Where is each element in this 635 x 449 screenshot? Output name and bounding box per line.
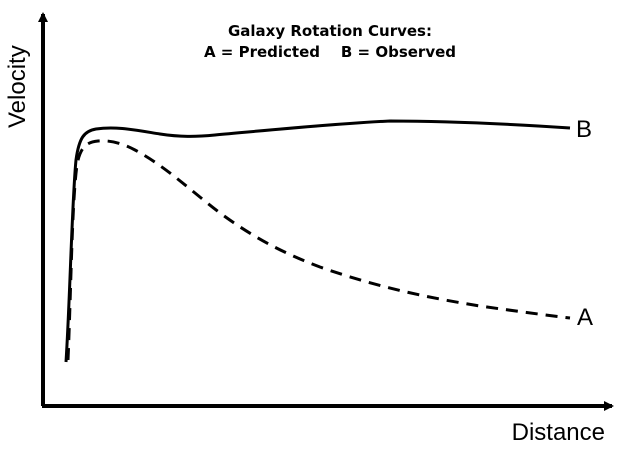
x-axis-label: Distance (512, 419, 605, 446)
observed-curve-label: B (576, 116, 592, 143)
predicted-curve-label: A (577, 304, 593, 331)
predicted-curve-a (66, 139, 571, 361)
diagram-title-line-2: A = Predicted B = Observed (204, 43, 456, 61)
observed-curve-b (64, 119, 571, 363)
y-axis-label: Velocity (4, 45, 31, 128)
diagram-title-line-1: Galaxy Rotation Curves: (228, 22, 432, 40)
